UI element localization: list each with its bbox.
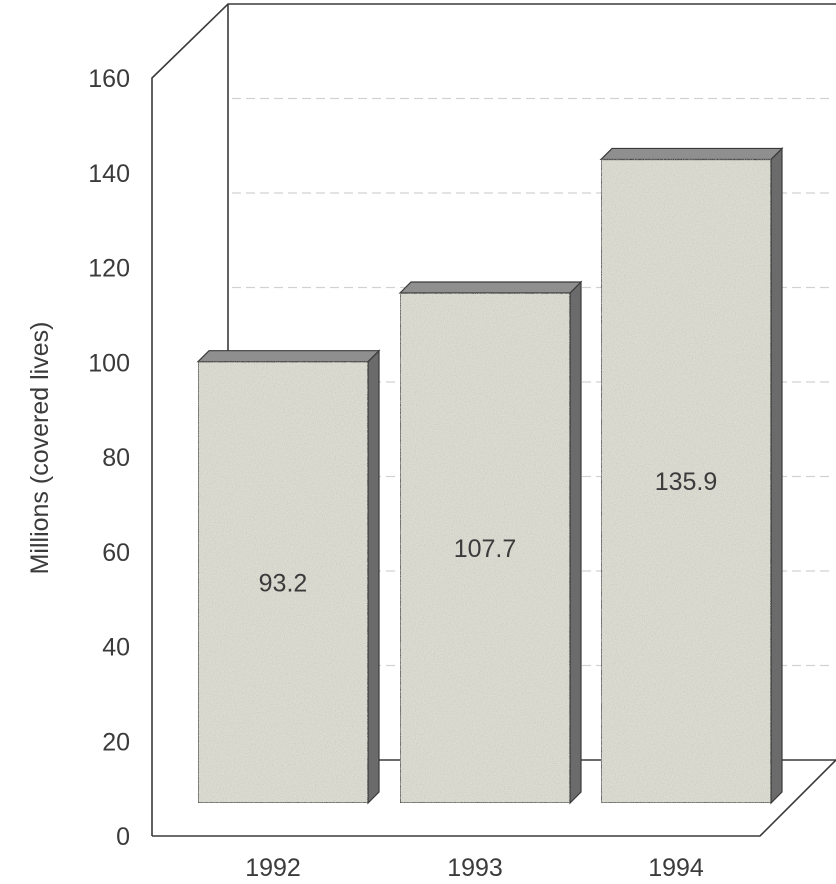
bar-value-label: 107.7 — [454, 535, 517, 563]
bar-side — [569, 280, 582, 805]
y-axis-title: Millions (covered lives) — [26, 322, 54, 575]
y-tick-label: 60 — [102, 539, 130, 567]
y-tick-label: 0 — [116, 823, 130, 851]
bar-value-label: 93.2 — [259, 569, 308, 597]
y-tick-label: 20 — [102, 728, 130, 756]
bars: 93.2 107.7 135.9 — [196, 147, 784, 805]
bar: 93.2 — [196, 349, 381, 805]
y-tick-label: 100 — [88, 349, 130, 377]
x-tick-label: 1994 — [648, 854, 704, 882]
bar-top — [398, 281, 583, 294]
y-axis-ticks: 0 20 40 60 80 100 120 140 160 — [88, 65, 130, 851]
bar-top — [196, 350, 381, 363]
bar-front — [399, 292, 571, 804]
bar-value-label: 135.9 — [655, 468, 718, 496]
bar-top — [599, 147, 784, 161]
bar-front — [197, 360, 369, 804]
y-tick-label: 120 — [88, 255, 130, 283]
y-tick-label: 140 — [88, 160, 130, 188]
bar-side — [367, 349, 380, 805]
y-tick-label: 40 — [102, 634, 130, 662]
bar: 107.7 — [398, 280, 583, 805]
x-tick-label: 1992 — [245, 854, 301, 882]
x-axis-ticks: 1992 1993 1994 — [245, 854, 704, 882]
x-tick-label: 1993 — [447, 854, 503, 882]
bar: 135.9 — [599, 147, 784, 805]
bar-side — [770, 147, 783, 805]
bar-front — [600, 158, 772, 804]
y-tick-label: 80 — [102, 444, 130, 472]
y-tick-label: 160 — [88, 65, 130, 93]
